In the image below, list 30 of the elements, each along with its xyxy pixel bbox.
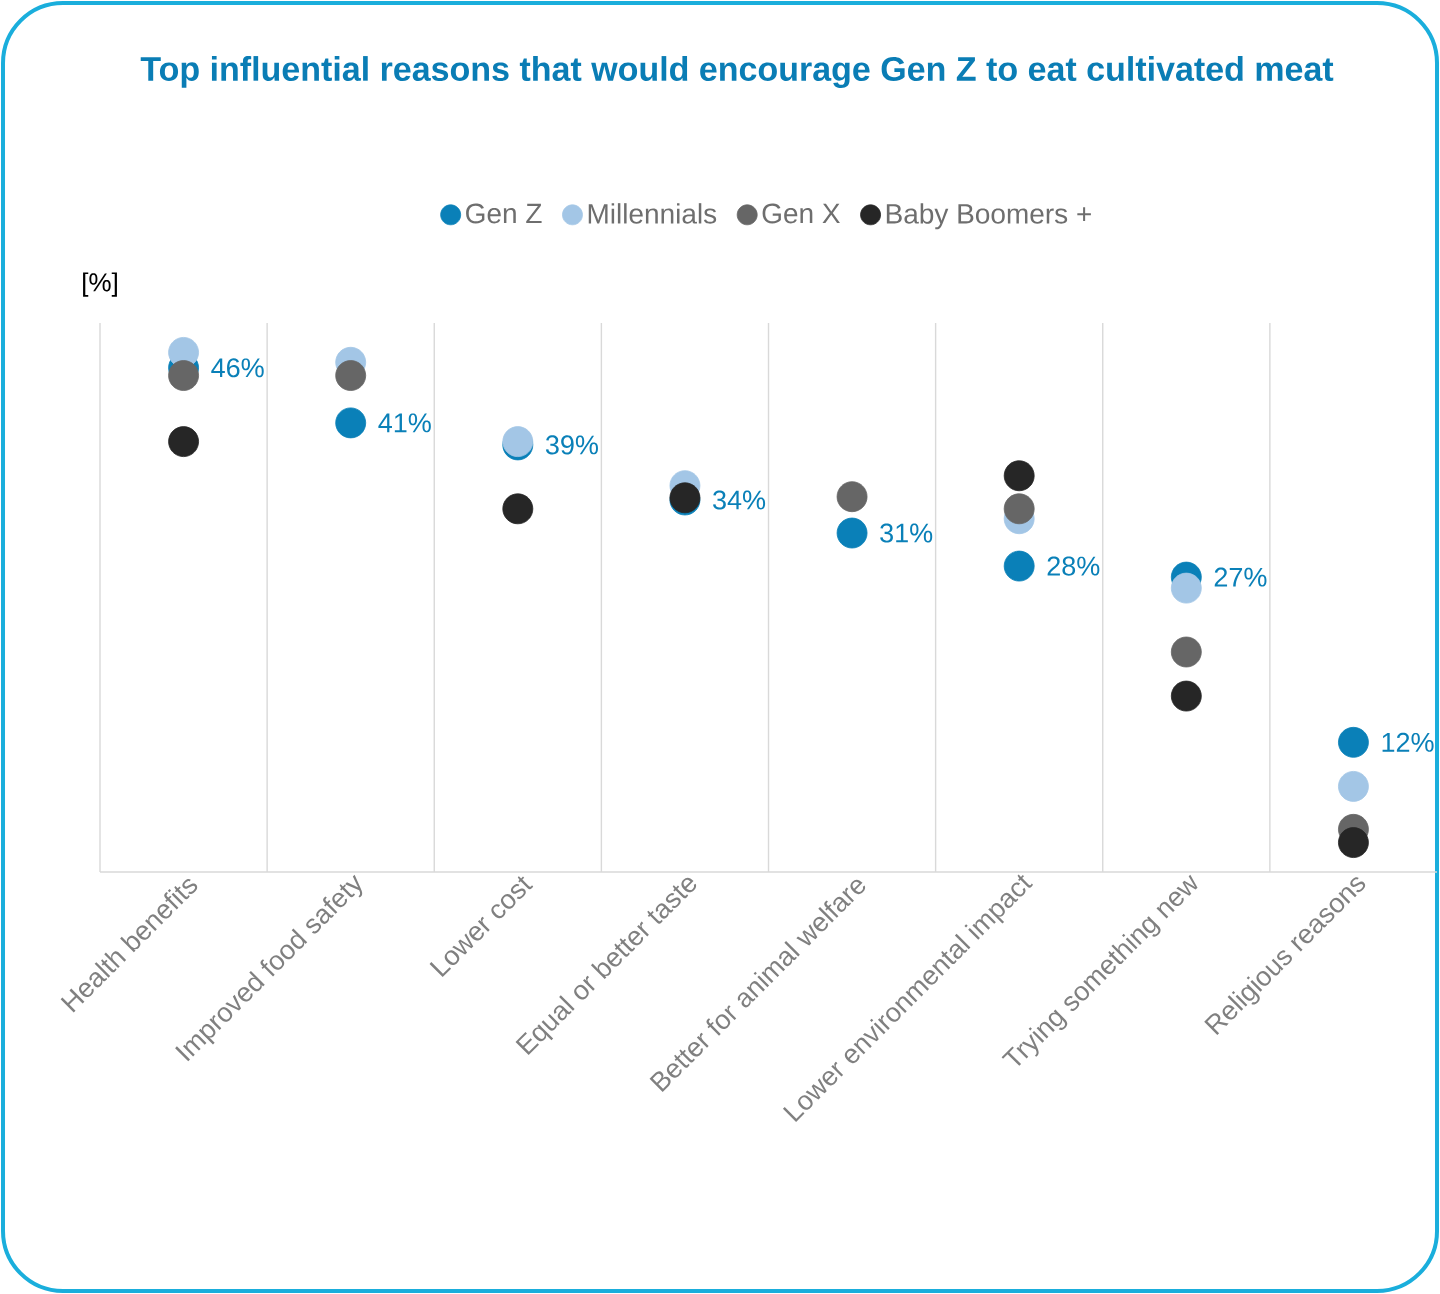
data-label: 12% (1382, 732, 1434, 752)
data-label: 41% (378, 413, 431, 433)
point (1003, 493, 1035, 525)
point (836, 517, 868, 549)
point (1170, 680, 1202, 712)
point (1338, 827, 1369, 858)
point (1170, 636, 1202, 668)
point (502, 493, 534, 525)
y-axis-title: [%] (83, 272, 117, 297)
point (168, 360, 199, 391)
point (335, 407, 367, 439)
point (1003, 460, 1035, 492)
data-label: 39% (545, 435, 598, 455)
point (1338, 771, 1369, 802)
legend-label: Gen X (762, 203, 840, 224)
point (1003, 550, 1035, 582)
chart-title: Top influential reasons that would encourage Gen Z to eat cultivated meat (140, 56, 1334, 88)
legend-label: Millennials (588, 203, 717, 224)
point (1338, 726, 1369, 758)
point (1170, 572, 1202, 604)
point (836, 481, 868, 513)
data-label: 46% (211, 358, 264, 378)
point (168, 426, 199, 458)
legend-label: Baby Boomers + (886, 203, 1091, 230)
data-label: 31% (880, 523, 933, 543)
point (335, 360, 367, 391)
data-label: 34% (713, 490, 766, 510)
legend-label: Gen Z (466, 203, 542, 224)
data-label: 28% (1047, 556, 1100, 576)
data-label: 27% (1214, 567, 1267, 587)
